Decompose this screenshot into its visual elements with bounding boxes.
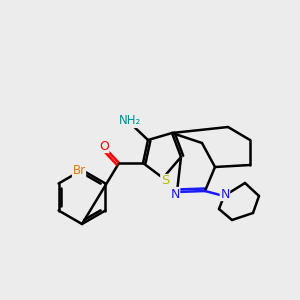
Text: N: N bbox=[170, 188, 180, 200]
Text: Br: Br bbox=[72, 164, 86, 178]
Text: O: O bbox=[99, 140, 109, 152]
Text: NH₂: NH₂ bbox=[119, 115, 141, 128]
Text: S: S bbox=[161, 175, 169, 188]
Text: N: N bbox=[220, 188, 230, 200]
